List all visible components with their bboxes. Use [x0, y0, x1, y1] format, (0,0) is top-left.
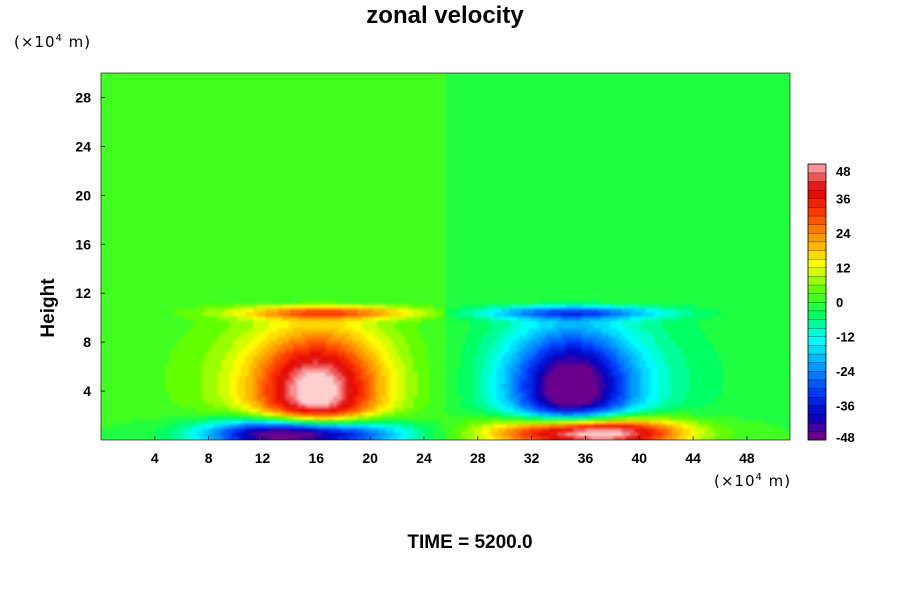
colorbar-segment — [807, 224, 827, 234]
colorbar-tick-label: -24 — [836, 364, 856, 379]
x-unit-exp: 4 — [755, 472, 763, 483]
x-unit-base: (×10 — [714, 472, 756, 490]
colorbar-segment — [807, 275, 827, 286]
colorbar-tick-label: 36 — [836, 192, 850, 207]
y-unit-tail: m) — [62, 33, 92, 51]
colorbar-segment — [807, 379, 827, 389]
y-tick-label: 24 — [75, 138, 91, 154]
x-tick-label: 12 — [255, 450, 271, 466]
x-tick-label: 32 — [524, 450, 540, 466]
y-tick-label: 4 — [83, 383, 91, 399]
colorbar-segment — [807, 301, 827, 312]
x-tick-label: 16 — [309, 450, 325, 466]
colorbar-segment — [807, 370, 827, 381]
x-tick-label: 40 — [631, 450, 647, 466]
colorbar-segment — [807, 405, 827, 415]
colorbar-segment — [807, 327, 827, 337]
colorbar-segment — [807, 344, 827, 355]
colorbar-segment — [807, 310, 827, 320]
colorbar-segment — [807, 241, 827, 251]
colorbar-segment — [807, 163, 827, 174]
colorbar-segment — [807, 362, 827, 372]
y-tick-label: 12 — [75, 285, 91, 301]
colorbar-segment — [807, 293, 827, 303]
x-axis-unit: (×104 m) — [714, 472, 791, 490]
y-unit-base: (×10 — [14, 33, 56, 51]
colorbar-segment — [807, 284, 827, 294]
y-axis-unit: (×104 m) — [14, 33, 91, 51]
colorbar: 48 36 24 12 0 -12 -24 -36 -48 — [807, 163, 856, 445]
colorbar-segment — [807, 215, 827, 225]
colorbar-segment — [807, 172, 827, 182]
colorbar-segment — [807, 388, 827, 398]
x-tick-label: 28 — [470, 450, 486, 466]
y-tick-label: 16 — [75, 236, 91, 252]
colorbar-tick-label: -36 — [836, 399, 855, 414]
colorbar-segment — [807, 422, 827, 432]
colorbar-segment — [807, 336, 827, 346]
x-tick-label: 48 — [739, 450, 755, 466]
colorbar-segment — [807, 250, 827, 260]
plot-area — [100, 72, 791, 441]
x-tick-label: 44 — [685, 450, 701, 466]
colorbar-segment — [807, 431, 827, 441]
x-tick-label: 20 — [362, 450, 378, 466]
x-tick-label: 24 — [416, 450, 432, 466]
x-axis-ticks: 4 8 12 16 20 24 28 32 36 40 44 48 — [151, 436, 755, 466]
y-tick-label: 8 — [83, 334, 91, 350]
x-tick-label: 8 — [205, 450, 213, 466]
time-label: TIME = 5200.0 — [407, 532, 533, 553]
colorbar-segment — [807, 267, 827, 277]
colorbar-segment — [807, 258, 827, 268]
colorbar-segment — [807, 319, 827, 329]
colorbar-tick-label: -48 — [836, 430, 855, 445]
colorbar-tick-label: -12 — [836, 330, 855, 345]
colorbar-tick-label: 48 — [836, 164, 850, 179]
colorbar-segment — [807, 353, 827, 363]
colorbar-tick-label: 24 — [836, 226, 851, 241]
colorbar-segment — [807, 396, 827, 406]
x-tick-label: 36 — [578, 450, 594, 466]
velocity-field — [101, 73, 790, 440]
y-axis-ticks: 4 8 12 16 20 24 28 — [75, 89, 105, 399]
colorbar-segment — [807, 198, 827, 208]
colorbar-segment — [807, 232, 827, 243]
colorbar-segment — [807, 189, 827, 199]
y-tick-label: 28 — [75, 89, 91, 105]
colorbar-segment — [807, 181, 827, 191]
chart-title: zonal velocity — [366, 2, 524, 29]
x-unit-tail: m) — [762, 472, 792, 490]
colorbar-segment — [807, 206, 827, 217]
colorbar-segment — [807, 413, 827, 424]
colorbar-frame — [807, 163, 827, 441]
colorbar-tick-label: 0 — [836, 295, 843, 310]
y-unit-exp: 4 — [55, 33, 63, 44]
colorbar-tick-label: 12 — [836, 261, 850, 276]
x-tick-label: 4 — [151, 450, 159, 466]
plot-frame — [100, 72, 791, 441]
y-tick-label: 20 — [75, 187, 91, 203]
